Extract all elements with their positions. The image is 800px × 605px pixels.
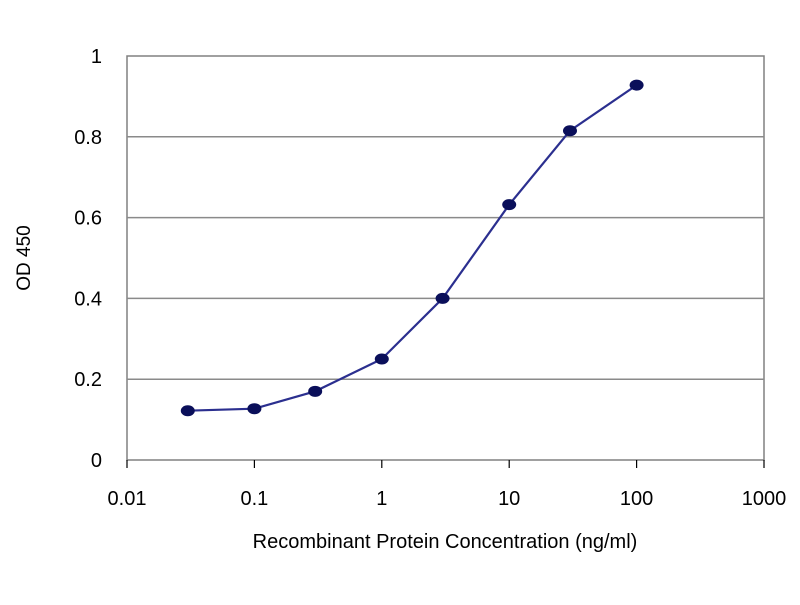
x-tick-label: 1000 [742, 488, 787, 510]
data-point [435, 292, 450, 304]
x-tick-label: 0.1 [240, 488, 268, 510]
x-tick-label: 0.01 [108, 488, 147, 510]
y-tick-label: 0.4 [74, 288, 102, 310]
y-axis-label: OD 450 [14, 225, 35, 290]
x-tick-label: 1 [376, 488, 387, 510]
grid-lines [127, 136, 764, 380]
y-tick-label: 0.8 [74, 127, 102, 149]
x-axis-label: Recombinant Protein Concentration (ng/ml… [253, 531, 638, 553]
y-tick-label: 0 [91, 450, 102, 472]
data-point [374, 353, 389, 365]
x-tick-label: 100 [620, 488, 653, 510]
data-point [629, 79, 644, 91]
axes: 0 0.2 0.4 0.6 0.8 1 0.01 0.1 1 10 100 1000 [74, 46, 786, 510]
series [180, 79, 644, 417]
series-line [187, 84, 638, 412]
x-tick-label: 10 [498, 488, 520, 510]
data-point [308, 385, 323, 397]
data-point [180, 405, 195, 417]
data-point [502, 199, 517, 211]
y-tick-label: 1 [91, 46, 102, 68]
y-tick-label: 0.6 [74, 208, 102, 230]
plot-area [126, 55, 765, 461]
data-point [247, 403, 262, 415]
y-tick-label: 0.2 [74, 369, 102, 391]
data-point [562, 125, 577, 137]
